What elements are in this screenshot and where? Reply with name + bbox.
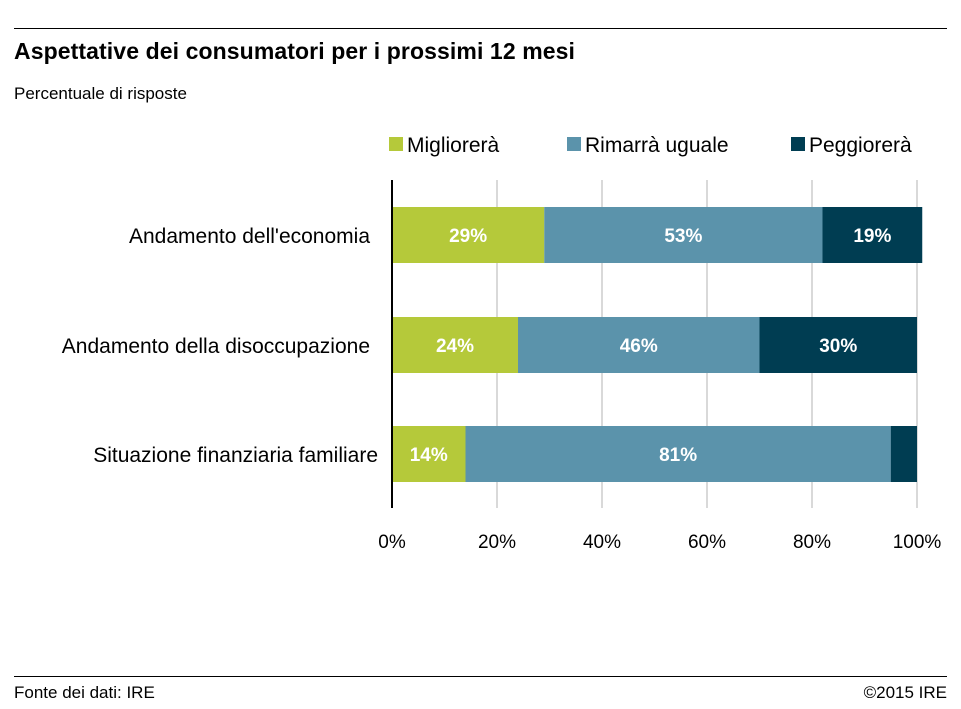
- data-label: 53%: [664, 226, 702, 247]
- legend-swatch: [389, 137, 403, 151]
- category-label: Andamento della disoccupazione: [62, 335, 370, 358]
- legend-label: Peggiorerà: [809, 134, 912, 157]
- data-label: 30%: [819, 336, 857, 357]
- copyright-note: ©2015 IRE: [863, 683, 947, 702]
- x-tick-label: 20%: [478, 532, 516, 553]
- chart-subtitle: Percentuale di risposte: [14, 84, 187, 103]
- data-label: 29%: [449, 226, 487, 247]
- data-label: 46%: [620, 336, 658, 357]
- legend-label: Rimarrà uguale: [585, 134, 729, 157]
- bar-segment: [544, 207, 823, 263]
- category-label: Situazione finanziaria familiare: [93, 444, 378, 467]
- bar-segment: [759, 317, 917, 373]
- legend-swatch: [791, 137, 805, 151]
- x-tick-label: 40%: [583, 532, 621, 553]
- x-tick-label: 100%: [893, 532, 942, 553]
- data-label: 19%: [853, 226, 891, 247]
- data-label: 14%: [410, 445, 448, 466]
- chart-title: Aspettative dei consumatori per i prossi…: [14, 38, 576, 64]
- bar-segment: [518, 317, 760, 373]
- data-label: 81%: [659, 445, 697, 466]
- top-rule: [14, 28, 947, 29]
- legend-label: Migliorerà: [407, 134, 500, 157]
- bottom-rule: [14, 676, 947, 677]
- source-note: Fonte dei dati: IRE: [14, 683, 155, 702]
- bar-segment: [392, 207, 545, 263]
- bar-segment: [392, 426, 466, 482]
- bar-segment: [890, 426, 917, 482]
- legend-swatch: [567, 137, 581, 151]
- bar-segment: [465, 426, 891, 482]
- bar-segment: [392, 317, 518, 373]
- category-label: Andamento dell'economia: [129, 225, 370, 248]
- x-tick-label: 0%: [378, 532, 406, 553]
- data-label: 24%: [436, 336, 474, 357]
- x-tick-label: 80%: [793, 532, 831, 553]
- bar-segment: [822, 207, 923, 263]
- x-tick-label: 60%: [688, 532, 726, 553]
